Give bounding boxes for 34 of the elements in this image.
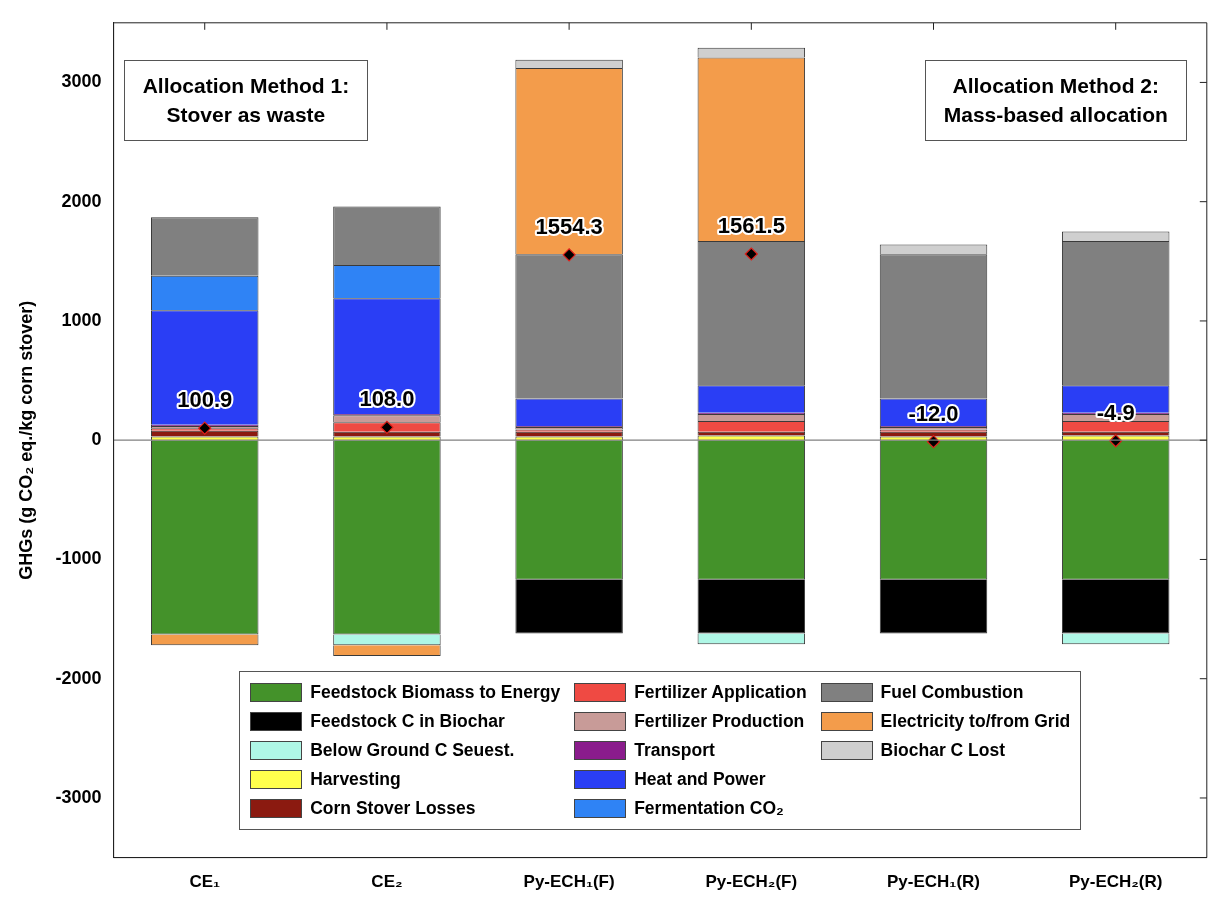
data-label: -12.0: [908, 400, 959, 426]
legend-label: Fermentation CO₂: [634, 797, 784, 819]
x-tick-label: Py-ECH₁(R): [887, 872, 980, 892]
annotation: Allocation Method 2: Mass-based allocation: [924, 59, 1187, 141]
legend-label: Biochar C Lost: [880, 739, 1006, 761]
annotation: Allocation Method 1: Stover as waste: [123, 59, 369, 141]
legend-label: Fuel Combustion: [880, 681, 1024, 703]
y-tick-label: 0: [91, 429, 102, 450]
y-tick-label: 1000: [61, 309, 102, 330]
x-tick-label: Py-ECH₂(R): [1068, 872, 1163, 892]
legend-label: Harvesting: [310, 768, 401, 790]
legend-label: Fertilizer Application: [634, 681, 807, 703]
legend-label: Feedstock Biomass to Energy: [310, 681, 561, 703]
y-tick-label: 2000: [61, 190, 102, 211]
x-tick-label: Py-ECH₂(F): [705, 872, 798, 892]
y-tick-label: -1000: [55, 548, 102, 569]
legend-label: Transport: [634, 739, 715, 761]
y-tick-label: 3000: [61, 71, 102, 92]
legend-label: Feedstock C in Biochar: [310, 710, 505, 732]
y-tick-label: -2000: [55, 667, 102, 688]
y-axis-title: GHGs (g CO₂ eq./kg corn stover): [15, 300, 36, 580]
data-label: 100.9: [177, 387, 233, 413]
legend-label: Fertilizer Production: [634, 710, 805, 732]
legend-label: Electricity to/from Grid: [880, 710, 1071, 732]
legend-label: Heat and Power: [634, 768, 766, 790]
data-label: 1554.3: [535, 213, 603, 239]
y-tick-label: -3000: [55, 786, 102, 807]
data-label: 1561.5: [717, 213, 785, 239]
legend-label: Below Ground C Seuest.: [310, 739, 515, 761]
x-tick-label: CE₁: [189, 872, 221, 892]
x-tick-label: Py-ECH₁(F): [523, 872, 615, 892]
legend-label: Corn Stover Losses: [310, 797, 476, 819]
data-label: 108.0: [359, 386, 415, 412]
x-tick-label: CE₂: [371, 872, 403, 892]
